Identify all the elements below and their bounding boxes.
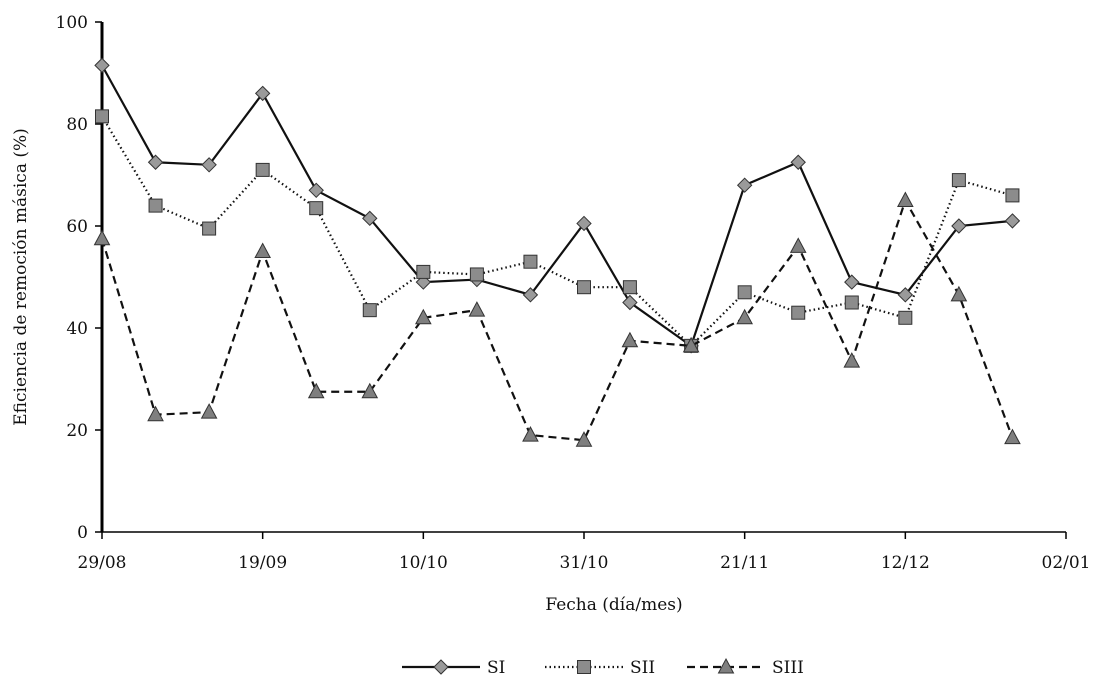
data-point-si: [897, 287, 914, 303]
legend-marker: [577, 660, 591, 674]
y-tick-label: 100: [56, 13, 88, 33]
data-point-sii: [95, 109, 109, 124]
data-point-si: [622, 294, 638, 311]
legend-label: SII: [630, 658, 655, 678]
data-point-sii: [898, 310, 913, 325]
y-tick-label: 80: [66, 115, 88, 135]
data-point-sii: [951, 173, 966, 188]
data-point-siii: [843, 352, 861, 368]
data-point-siii: [621, 331, 639, 348]
data-point-siii: [896, 191, 914, 207]
y-ticks: 0 20 40 60 80 100: [56, 13, 102, 543]
data-point-sii: [362, 303, 377, 318]
legend-item-sii: SII: [545, 658, 655, 678]
data-point-siii: [200, 403, 218, 419]
data-point-sii: [148, 198, 163, 213]
data-point-sii: [469, 267, 484, 282]
y-axis-title: Eficiencia de remoción másica (%): [11, 128, 31, 426]
series-line-sii: [101, 115, 1013, 348]
legend-marker: [433, 659, 449, 675]
legend-item-si: SI: [402, 658, 505, 678]
data-point-siii: [736, 308, 754, 325]
data-point-si: [254, 85, 271, 102]
data-point-sii: [416, 264, 431, 279]
data-point-siii: [361, 382, 379, 399]
data-point-siii: [950, 285, 968, 302]
data-point-siii: [414, 308, 432, 325]
axes: 0 20 40 60 80 100 29/08 19/09 10/10 31/10 21/11 12…: [56, 13, 1091, 573]
x-tick-label: 31/10: [560, 553, 609, 573]
data-point-si: [1004, 213, 1021, 229]
data-point-sii: [309, 201, 324, 216]
series-line-si: [101, 64, 1013, 348]
x-tick-label: 12/12: [881, 553, 930, 573]
y-tick-label: 40: [66, 319, 88, 339]
data-point-si: [201, 157, 217, 173]
series-si: [94, 57, 1021, 354]
data-point-si: [790, 154, 806, 170]
legend-label: SI: [487, 658, 505, 678]
series-line-siii: [100, 197, 1014, 442]
data-point-siii: [1004, 428, 1021, 445]
data-point-sii: [622, 280, 637, 295]
data-point-siii: [468, 301, 486, 317]
data-point-si: [844, 274, 860, 290]
data-point-sii: [1005, 188, 1020, 203]
legend-label: SIII: [772, 658, 804, 678]
data-point-sii: [523, 254, 538, 269]
data-point-siii: [307, 382, 325, 399]
legend-marker: [717, 657, 735, 674]
data-point-si: [736, 177, 753, 193]
x-tick-label: 29/08: [78, 553, 127, 573]
data-point-si: [308, 182, 324, 199]
data-point-sii: [737, 285, 752, 300]
legend-item-siii: SIII: [687, 657, 804, 678]
data-point-siii: [93, 229, 111, 246]
series-sii: [95, 109, 1020, 353]
data-point-siii: [147, 405, 164, 422]
series-group: [93, 57, 1021, 447]
x-tick-label: 10/10: [399, 553, 448, 573]
data-point-sii: [577, 280, 591, 295]
data-point-siii: [682, 336, 700, 353]
x-ticks: 29/08 19/09 10/10 31/10 21/11 12/12 02/01: [78, 532, 1091, 573]
data-point-siii: [254, 242, 272, 258]
data-point-sii: [202, 221, 217, 236]
y-tick-label: 0: [77, 523, 88, 543]
y-tick-label: 60: [66, 217, 88, 237]
data-point-siii: [522, 426, 539, 442]
data-point-si: [362, 210, 378, 227]
series-siii: [93, 191, 1021, 447]
data-point-si: [147, 154, 164, 170]
x-tick-label: 21/11: [720, 553, 769, 573]
y-tick-label: 20: [66, 421, 88, 441]
data-point-si: [576, 215, 592, 232]
legend: SI SII SIII: [402, 657, 804, 678]
data-point-si: [94, 57, 110, 74]
data-point-si: [951, 218, 967, 234]
data-point-sii: [791, 305, 806, 320]
x-axis-title: Fecha (día/mes): [545, 595, 682, 615]
data-point-si: [522, 287, 539, 303]
data-point-sii: [844, 295, 859, 310]
data-point-siii: [789, 237, 807, 253]
data-point-siii: [575, 431, 593, 447]
x-tick-label: 02/01: [1042, 553, 1091, 573]
data-point-sii: [255, 162, 270, 177]
x-tick-label: 19/09: [238, 553, 287, 573]
